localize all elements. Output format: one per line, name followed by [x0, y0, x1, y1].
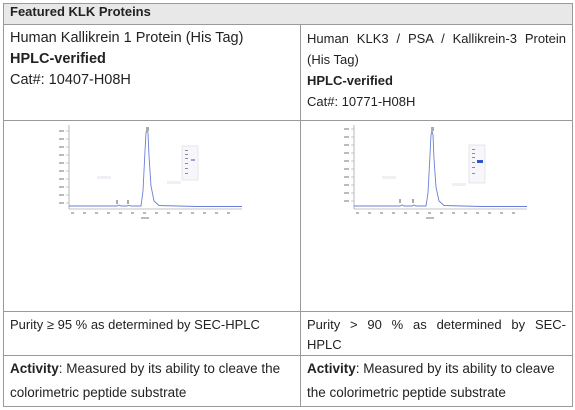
catalog-number-1: Cat#: 10407-H08H: [10, 72, 131, 88]
product-info-cell-2: Human KLK3 / PSA / Kallikrein-3 Protein …: [299, 24, 574, 121]
activity-cell-2: Activity: Measured by its ability to cle…: [299, 355, 574, 407]
chromatogram-cell-2: [299, 120, 574, 312]
purity-cell-2: Purity > 90 % as determined by SEC- HPLC: [299, 311, 574, 356]
product-name-2-line1[interactable]: Human KLK3 / PSA / Kallikrein-3 Protein: [307, 31, 567, 46]
featured-klk-table: Featured KLK Proteins Human Kallikrein 1…: [2, 3, 574, 407]
product-name-1[interactable]: Human Kallikrein 1 Protein (His Tag): [10, 30, 244, 46]
activity-text-2: : Measured by its ability to cleave the …: [307, 361, 555, 400]
purity-text-2-line2: HPLC: [307, 337, 342, 352]
table-title: Featured KLK Proteins: [2, 3, 574, 25]
sds-page-gel-thumbnail[interactable]: [468, 144, 485, 184]
product-name-2-line2[interactable]: (His Tag): [307, 52, 359, 67]
activity-label-2: Activity: [307, 361, 356, 376]
activity-label-1: Activity: [10, 361, 59, 376]
hplc-verified-1: HPLC-verified: [10, 51, 106, 67]
catalog-number-2: Cat#: 10771-H08H: [307, 94, 416, 109]
chromatogram-image[interactable]: [57, 121, 247, 231]
chromatogram-image[interactable]: [342, 121, 532, 231]
purity-text-1: Purity ≥ 95 % as determined by SEC-HPLC: [10, 317, 260, 332]
product-info-cell-1: Human Kallikrein 1 Protein (His Tag) HPL…: [3, 24, 301, 121]
purity-text-2-line1: Purity > 90 % as determined by SEC-: [307, 317, 567, 332]
sds-page-gel-thumbnail[interactable]: [181, 145, 199, 181]
activity-cell-1: Activity: Measured by its ability to cle…: [3, 355, 301, 407]
chromatogram-cell-1: [3, 120, 301, 312]
activity-text-1: : Measured by its ability to cleave the …: [10, 361, 281, 400]
purity-cell-1: Purity ≥ 95 % as determined by SEC-HPLC: [3, 311, 301, 356]
hplc-verified-2: HPLC-verified: [307, 73, 393, 88]
